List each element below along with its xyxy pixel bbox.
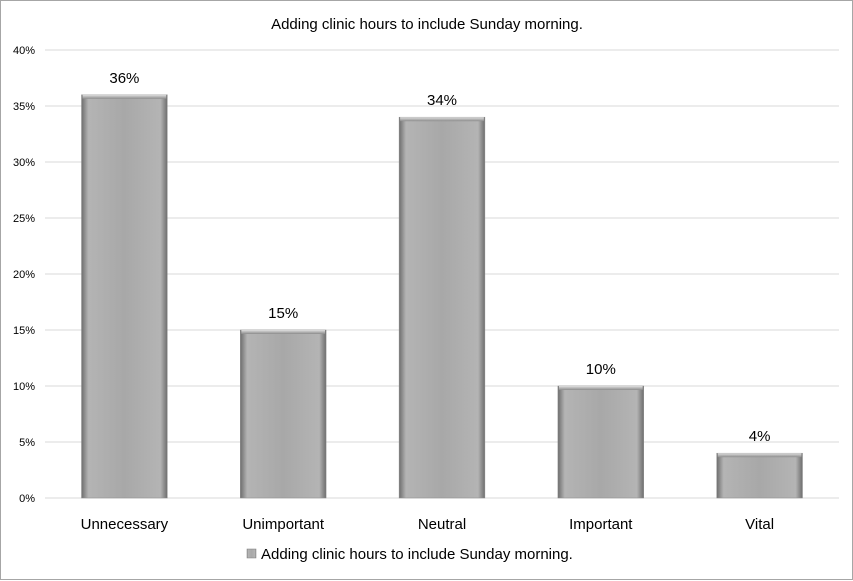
bar: [240, 329, 327, 499]
data-label: 36%: [109, 70, 139, 87]
data-label: 4%: [749, 428, 771, 445]
chart-title: Adding clinic hours to include Sunday mo…: [271, 16, 583, 33]
x-tick-label: Vital: [745, 516, 774, 533]
data-label: 34%: [427, 92, 457, 109]
bar: [557, 385, 644, 499]
y-tick-label: 10%: [13, 381, 35, 393]
bar: [716, 452, 803, 499]
bars: 36% 15% 34% 10% 4%: [81, 70, 803, 499]
x-axis: Unnecessary Unimportant Neutral Important Vi…: [81, 516, 774, 533]
data-label: 10%: [586, 361, 616, 378]
x-tick-label: Unnecessary: [81, 516, 169, 533]
y-tick-label: 15%: [13, 325, 35, 337]
y-tick-label: 20%: [13, 269, 35, 281]
y-tick-label: 0%: [19, 493, 35, 505]
legend-swatch: [246, 548, 257, 559]
bar-cap: [241, 330, 326, 334]
x-tick-label: Unimportant: [242, 516, 325, 533]
data-label: 15%: [268, 305, 298, 322]
y-tick-label: 5%: [19, 437, 35, 449]
y-tick-label: 35%: [13, 101, 35, 113]
x-tick-label: Important: [569, 516, 633, 533]
bar: [81, 94, 168, 499]
bar-cap: [717, 453, 802, 458]
bar-cap: [400, 117, 484, 122]
y-axis: 0% 5% 10% 15% 20% 25% 30% 35% 40%: [13, 45, 35, 505]
x-tick-label: Neutral: [418, 516, 466, 533]
y-tick-label: 25%: [13, 213, 35, 225]
y-tick-label: 30%: [13, 157, 35, 169]
y-tick-label: 40%: [13, 45, 35, 57]
bar-cap: [82, 94, 167, 99]
bar: [398, 116, 486, 499]
legend-label: Adding clinic hours to include Sunday mo…: [261, 546, 573, 563]
bar-cap: [558, 386, 643, 390]
legend: Adding clinic hours to include Sunday mo…: [246, 546, 573, 563]
